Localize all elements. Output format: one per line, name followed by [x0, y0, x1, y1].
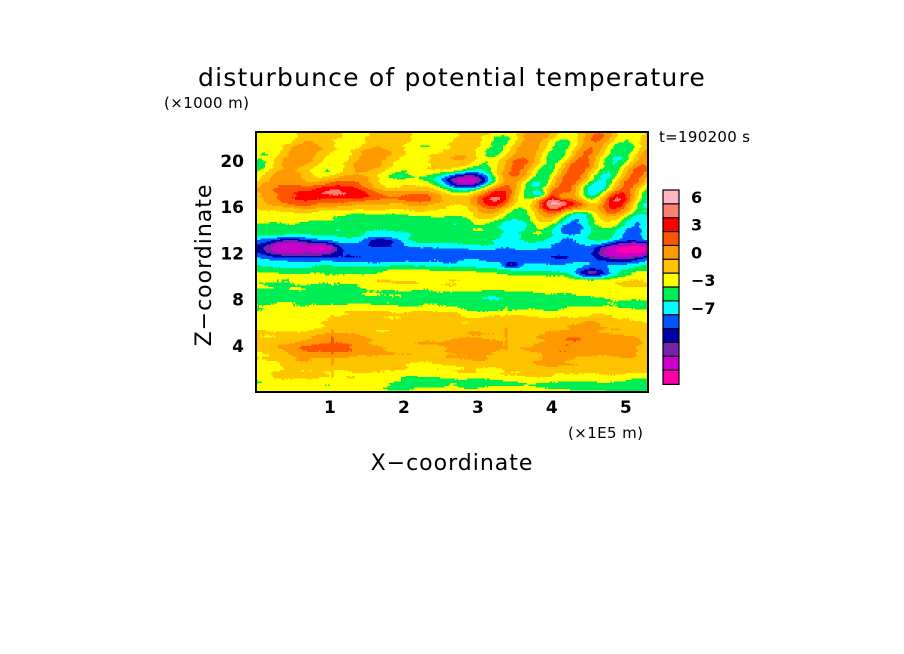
y-axis-ticks: 4 8 12 16 20	[220, 152, 244, 357]
plot-area	[255, 131, 649, 393]
y-tick-label: 16	[220, 198, 244, 218]
x-axis-label: X−coordinate	[371, 451, 534, 476]
colorbar-swatch	[662, 189, 680, 205]
colorbar-tick-label: 3	[691, 216, 702, 235]
colorbar-tick-label: 6	[691, 188, 702, 207]
y-tick-label: 4	[232, 337, 244, 357]
figure-title: disturbunce of potential temperature	[198, 63, 706, 92]
colorbar-tick-label: −7	[691, 299, 716, 318]
x-tick-label: 3	[472, 398, 484, 418]
colorbar-tick-labels: 6 3 0 −3 −7	[691, 188, 716, 318]
y-axis-label: Z−coordinate	[192, 184, 217, 347]
colorbar-swatch	[662, 327, 680, 344]
x-tick-label: 2	[398, 398, 410, 418]
time-annotation: t=190200 s	[659, 128, 750, 146]
colorbar-swatch	[662, 203, 680, 219]
vertical-unit-label: (×1000 m)	[164, 94, 249, 112]
plot-frame	[255, 131, 649, 393]
x-axis-ticks: 1 2 3 4 5	[324, 398, 632, 418]
x-tick-label: 1	[324, 398, 336, 418]
horizontal-unit-label: (×1E5 m)	[568, 424, 643, 442]
colorbar-swatch	[662, 217, 680, 233]
colorbar-swatch	[662, 230, 680, 247]
colorbar	[662, 189, 680, 385]
colorbar-swatch	[662, 300, 680, 316]
colorbar-swatch	[662, 258, 680, 275]
colorbar-swatch	[662, 286, 680, 302]
colorbar-swatch	[662, 244, 680, 261]
colorbar-tick-label: −3	[691, 271, 716, 290]
heatmap-field	[256, 132, 648, 392]
colorbar-swatch	[662, 341, 680, 358]
y-tick-label: 8	[232, 291, 244, 311]
colorbar-tick-label: 0	[691, 243, 702, 262]
colorbar-swatch	[662, 369, 680, 385]
y-tick-label: 12	[220, 244, 244, 264]
x-tick-label: 5	[620, 398, 632, 418]
colorbar-swatch	[662, 272, 680, 288]
y-tick-label: 20	[220, 152, 244, 172]
colorbar-swatch	[662, 355, 680, 372]
colorbar-swatch	[662, 314, 680, 330]
x-tick-label: 4	[546, 398, 558, 418]
